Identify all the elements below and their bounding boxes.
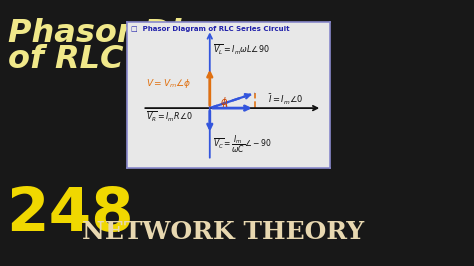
Text: $\overline{V_C} = \dfrac{I_m}{\omega C}\angle-90$: $\overline{V_C} = \dfrac{I_m}{\omega C}\… bbox=[213, 134, 272, 155]
Text: 248: 248 bbox=[6, 185, 134, 244]
Text: $\overline{V_L} = I_m\omega L\angle90$: $\overline{V_L} = I_m\omega L\angle90$ bbox=[213, 43, 269, 57]
Text: $\phi$: $\phi$ bbox=[220, 95, 228, 110]
Text: $\bar{I} = I_m\angle0$: $\bar{I} = I_m\angle0$ bbox=[268, 93, 303, 107]
Text: □  Phasor Diagram of RLC Series Circuit: □ Phasor Diagram of RLC Series Circuit bbox=[131, 27, 290, 32]
Text: Phasor Diagram: Phasor Diagram bbox=[8, 18, 297, 49]
Text: NETWORK THEORY: NETWORK THEORY bbox=[82, 220, 364, 244]
Text: $\overline{V_R} = I_mR\angle0$: $\overline{V_R} = I_mR\angle0$ bbox=[146, 109, 193, 124]
Text: of RLC Series: of RLC Series bbox=[8, 44, 247, 75]
Text: $V = V_m\angle\phi$: $V = V_m\angle\phi$ bbox=[146, 77, 191, 90]
